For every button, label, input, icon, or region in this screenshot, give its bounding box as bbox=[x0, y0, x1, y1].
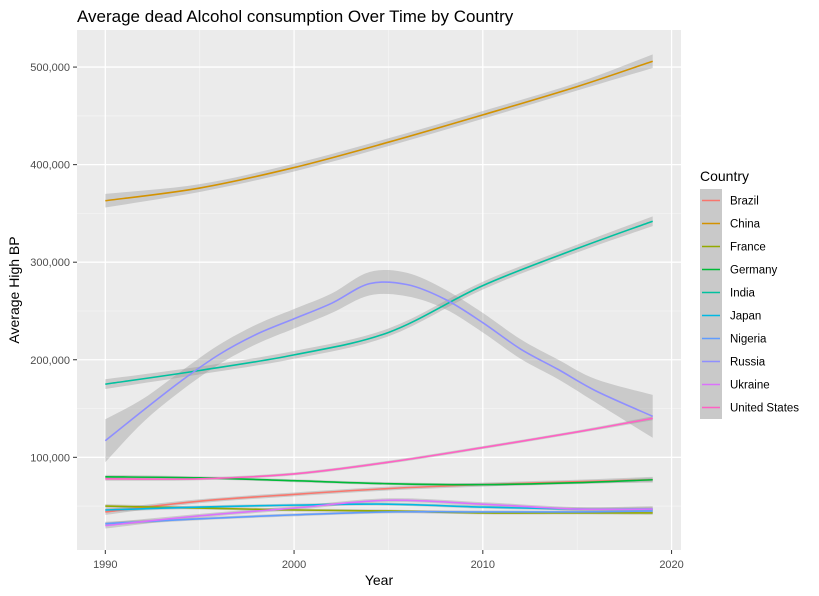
confidence-band-russia bbox=[105, 269, 653, 463]
series-line-france bbox=[105, 505, 653, 514]
series-line-united-states bbox=[105, 417, 653, 480]
y-tick-label: 500,000 bbox=[30, 62, 70, 74]
major-gridlines bbox=[77, 30, 681, 550]
x-tick-label: 2010 bbox=[471, 559, 495, 571]
legend-label: Japan bbox=[730, 311, 761, 323]
y-tick-label: 300,000 bbox=[30, 257, 70, 269]
legend-title: Country bbox=[700, 168, 749, 184]
series-line-ukraine bbox=[105, 499, 653, 527]
x-axis: 1990 2000 2010 2020 bbox=[93, 550, 684, 571]
y-tick-label: 200,000 bbox=[30, 355, 70, 367]
chart-title: Average dead Alcohol consumption Over Ti… bbox=[77, 7, 514, 26]
series-line-india bbox=[105, 220, 653, 385]
x-tick-label: 2020 bbox=[659, 559, 683, 571]
minor-gridlines bbox=[77, 30, 681, 550]
x-tick-label: 1990 bbox=[93, 559, 117, 571]
legend-label: Brazil bbox=[730, 196, 759, 208]
legend: Country Brazil China France Germany India Jap… bbox=[700, 168, 799, 419]
x-axis-title: Year bbox=[365, 572, 394, 588]
legend-label: France bbox=[730, 242, 766, 254]
legend-label: Nigeria bbox=[730, 334, 767, 346]
y-axis-title: Average High BP bbox=[6, 236, 22, 343]
series-line-russia bbox=[104, 281, 654, 442]
x-tick-label: 2000 bbox=[282, 559, 306, 571]
y-tick-label: 100,000 bbox=[30, 452, 70, 464]
legend-label: China bbox=[730, 219, 761, 231]
legend-label: Ukraine bbox=[730, 380, 770, 392]
series-line-nigeria bbox=[105, 510, 653, 525]
legend-label: Russia bbox=[730, 357, 766, 369]
legend-label: Germany bbox=[730, 265, 778, 277]
legend-label: United States bbox=[730, 403, 799, 415]
legend-label: India bbox=[730, 288, 756, 300]
confidence-band-japan bbox=[105, 502, 653, 512]
series-line-china bbox=[105, 60, 653, 202]
series-lines bbox=[104, 60, 654, 527]
series-line-brazil bbox=[105, 478, 653, 513]
y-axis: 100,000 200,000 300,000 400,000 500,000 bbox=[30, 62, 77, 464]
confidence-band-china bbox=[105, 54, 653, 208]
series-line-germany bbox=[105, 476, 653, 486]
y-tick-label: 400,000 bbox=[30, 160, 70, 172]
